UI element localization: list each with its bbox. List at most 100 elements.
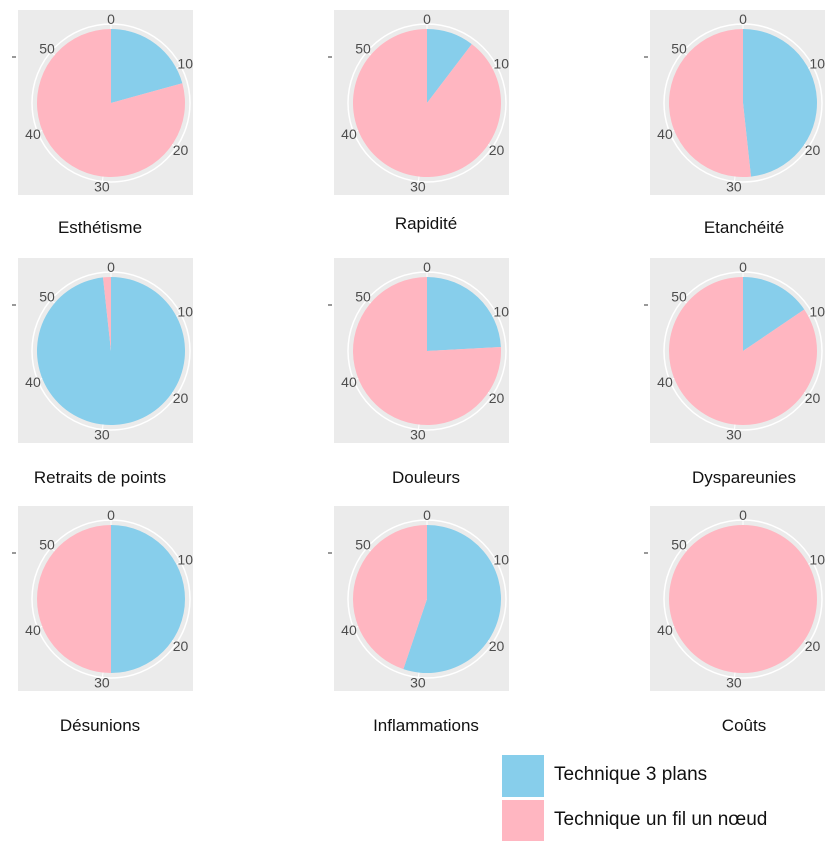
outer-gridline	[663, 23, 823, 183]
slice-technique-un-fil	[102, 277, 111, 351]
pie-svg: 0 10 20 30 40 50	[12, 506, 193, 691]
pie-svg: 0 10 20 30 40 50	[644, 258, 825, 443]
angle-tick-label: 30	[726, 427, 742, 443]
angle-tick-label: 50	[671, 41, 687, 57]
angle-tick-label: 10	[493, 56, 509, 72]
pie-svg: 0 10 20 30 40 50	[644, 10, 825, 195]
pie-svg: 0 10 20 30 40 50	[328, 258, 509, 443]
angle-tick-label: 10	[809, 56, 825, 72]
pie-svg: 0 10 20 30 40 50	[644, 506, 825, 691]
angle-tick-label: 0	[107, 507, 115, 523]
slice-technique-un-fil	[37, 29, 186, 177]
angle-tick-label: 40	[657, 622, 673, 638]
outer-gridline	[31, 271, 191, 431]
angle-tick-label: 10	[493, 304, 509, 320]
pie-panel: 0 10 20 30 40 50	[12, 506, 193, 691]
pie-title: Coûts	[721, 716, 767, 735]
slice-technique-3-plans	[403, 525, 502, 673]
angle-tick-label: 20	[805, 390, 821, 406]
outer-gridline	[31, 519, 191, 679]
pie-panel: 0 10 20 30 40 50	[12, 258, 193, 443]
angle-tick-label: 40	[657, 126, 673, 142]
angle-tick-label: 40	[657, 374, 673, 390]
angle-tick-label: 50	[355, 537, 371, 553]
angle-tick-label: 50	[39, 537, 55, 553]
slice-technique-3-plans	[111, 525, 185, 673]
pie-title: Désunions	[59, 716, 141, 735]
angle-tick-label: 30	[94, 675, 110, 691]
angle-tick-label: 20	[173, 390, 189, 406]
legend-swatch	[502, 800, 544, 841]
angle-tick-label: 40	[341, 374, 357, 390]
angle-tick-label: 0	[739, 259, 747, 275]
outer-gridline	[31, 23, 191, 183]
angle-tick-label: 10	[493, 552, 509, 568]
angle-tick-label: 30	[94, 179, 110, 195]
pie-panel: 0 10 20 30 40 50	[644, 258, 825, 443]
outer-gridline	[347, 271, 507, 431]
pie-title: Etanchéité	[703, 218, 785, 237]
angle-tick-label: 50	[355, 41, 371, 57]
pie-panel: 0 10 20 30 40 50	[644, 506, 825, 691]
pie-panel: 0 10 20 30 40 50	[328, 10, 509, 195]
pie-title: Inflammations	[373, 716, 479, 735]
angle-tick-label: 50	[39, 289, 55, 305]
angle-tick-label: 0	[739, 507, 747, 523]
angle-tick-label: 30	[410, 179, 426, 195]
slice-technique-3-plans	[743, 29, 817, 177]
legend-label: Technique un fil un nœud	[554, 809, 768, 830]
slice-technique-un-fil	[353, 29, 501, 177]
angle-tick-label: 10	[177, 552, 193, 568]
pie-panel: 0 10 20 30 40 50	[328, 506, 509, 691]
slice-technique-un-fil	[668, 525, 817, 673]
angle-tick-label: 20	[489, 142, 505, 158]
slice-technique-3-plans	[427, 277, 501, 351]
pie-panel: 0 10 20 30 40 50	[644, 10, 825, 195]
angle-tick-label: 40	[25, 622, 41, 638]
angle-tick-label: 30	[410, 675, 426, 691]
pie-svg: 0 10 20 30 40 50	[328, 10, 509, 195]
outer-gridline	[347, 519, 507, 679]
angle-tick-label: 10	[809, 304, 825, 320]
angle-tick-label: 20	[805, 142, 821, 158]
outer-gridline	[663, 519, 823, 679]
angle-tick-label: 30	[410, 427, 426, 443]
slice-technique-3-plans	[427, 29, 472, 103]
angle-tick-label: 30	[94, 427, 110, 443]
pie-title: Esthétisme	[57, 218, 143, 237]
slice-technique-un-fil	[353, 277, 501, 425]
angle-tick-label: 0	[423, 507, 431, 523]
angle-tick-label: 50	[39, 41, 55, 57]
pie-svg: 0 10 20 30 40 50	[12, 258, 193, 443]
angle-tick-label: 40	[25, 374, 41, 390]
angle-tick-label: 50	[355, 289, 371, 305]
slice-technique-un-fil	[669, 29, 752, 177]
angle-tick-label: 20	[489, 638, 505, 654]
angle-tick-label: 20	[173, 142, 189, 158]
slice-technique-un-fil	[353, 525, 427, 670]
outer-gridline	[663, 271, 823, 431]
angle-tick-label: 50	[671, 289, 687, 305]
pie-svg: 0 10 20 30 40 50	[12, 10, 193, 195]
angle-tick-label: 10	[177, 304, 193, 320]
angle-tick-label: 50	[671, 537, 687, 553]
slice-technique-3-plans	[111, 29, 183, 103]
angle-tick-label: 0	[107, 11, 115, 27]
angle-tick-label: 40	[341, 622, 357, 638]
angle-tick-label: 0	[423, 259, 431, 275]
angle-tick-label: 20	[489, 390, 505, 406]
angle-tick-label: 30	[726, 179, 742, 195]
angle-tick-label: 40	[341, 126, 357, 142]
outer-gridline	[347, 23, 507, 183]
pie-panel: 0 10 20 30 40 50	[328, 258, 509, 443]
angle-tick-label: 20	[805, 638, 821, 654]
angle-tick-label: 20	[173, 638, 189, 654]
angle-tick-label: 10	[809, 552, 825, 568]
legend-swatch	[502, 755, 544, 797]
pie-title: Douleurs	[391, 468, 461, 487]
pie-panel: 0 10 20 30 40 50	[12, 10, 193, 195]
angle-tick-label: 30	[726, 675, 742, 691]
angle-tick-label: 10	[177, 56, 193, 72]
pie-title: Rapidité	[394, 214, 458, 233]
